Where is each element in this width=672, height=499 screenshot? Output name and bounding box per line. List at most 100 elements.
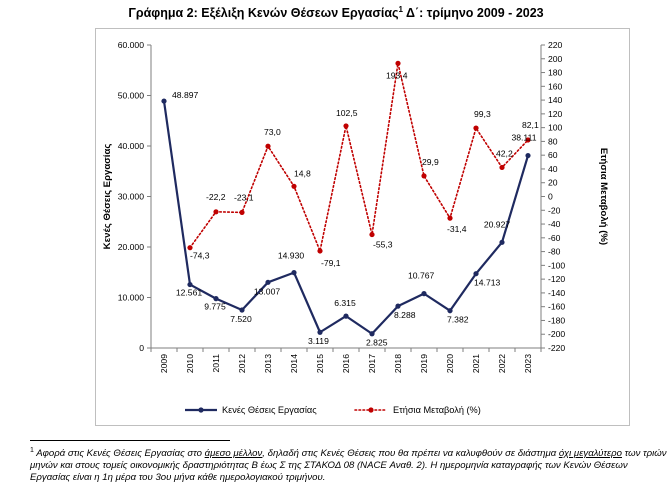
data-label-annual-change: 42,2: [496, 148, 513, 158]
y-tick-label: 60.000: [118, 40, 145, 50]
data-label-annual-change: 29,9: [422, 157, 439, 167]
x-tick-label: 2020: [445, 354, 455, 373]
data-label-vacancies: 2.825: [366, 338, 388, 348]
y-tick-label: 40.000: [118, 141, 145, 151]
y2-tick-label: -160: [548, 302, 565, 312]
chart-area: 0 10.000 20.000 30.000 40.000 50.000 60.000 -22…: [95, 28, 630, 426]
x-tick-label: 2018: [393, 354, 403, 373]
x-tick-label: 2014: [289, 354, 299, 373]
x-tick-label: 2012: [237, 354, 247, 373]
y2-axis-title: Ετήσια Μεταβολή (%): [598, 148, 609, 245]
data-label-vacancies: 20.927: [484, 219, 511, 229]
y2-tick-label: -200: [548, 329, 565, 339]
data-point-annual-change: [265, 143, 271, 149]
legend-label-annual-change: Ετήσια Μεταβολή (%): [393, 405, 481, 415]
y2-tick-label: -180: [548, 315, 565, 325]
data-point-annual-change: [317, 248, 323, 254]
data-label-vacancies: 48.897: [172, 90, 199, 100]
data-label-vacancies: 10.767: [408, 271, 435, 281]
y2-tick-label: -20: [548, 205, 561, 215]
data-point-annual-change: [395, 60, 401, 66]
data-point-vacancies: [473, 271, 479, 277]
data-label-vacancies: 38.111: [511, 133, 536, 143]
data-label-vacancies: 3.119: [308, 336, 329, 346]
footnote-marker: 1: [30, 447, 34, 454]
data-label-annual-change: -55,3: [373, 240, 393, 250]
x-tick-label: 2013: [263, 354, 273, 373]
x-tick-label: 2021: [471, 354, 481, 373]
footnote-part3: των τριών μηνών και στους τομείς οικονομ…: [30, 448, 667, 484]
data-point-annual-change: [421, 173, 427, 179]
data-label-vacancies: 13.007: [254, 286, 281, 296]
data-point-vacancies: [265, 279, 271, 285]
x-tick-label: 2022: [497, 354, 507, 373]
y2-tick-label: -140: [548, 288, 565, 298]
data-label-vacancies: 8.288: [394, 310, 416, 320]
data-point-vacancies: [213, 296, 219, 302]
data-label-vacancies: 14.930: [278, 251, 305, 261]
data-point-vacancies: [499, 239, 505, 245]
x-tick-label: 2019: [419, 354, 429, 373]
data-point-annual-change: [369, 231, 375, 238]
data-label-annual-change: 73,0: [264, 127, 281, 137]
data-label-annual-change: 193,4: [386, 70, 408, 80]
legend-label-vacancies: Κενές Θέσεις Εργασίας: [222, 405, 317, 415]
footnote-divider: [30, 440, 230, 441]
data-label-annual-change: -74,3: [190, 251, 210, 261]
legend-marker-annual-change: [368, 407, 374, 413]
data-label-annual-change: -22,2: [206, 192, 226, 202]
data-point-vacancies: [369, 331, 375, 337]
y-tick-label: 0: [139, 343, 144, 353]
data-point-vacancies: [291, 270, 297, 276]
footnote-underline-1: άμεσο μέλλον: [204, 448, 263, 460]
y-tick-label: 10.000: [118, 293, 145, 303]
x-tick-label: 2011: [211, 354, 221, 373]
y2-tick-label: 180: [548, 68, 563, 78]
y2-tick-label: 20: [548, 178, 558, 188]
title-text-before: Γράφημα 2: Εξέλιξη Κενών Θέσεων Εργασίας: [128, 6, 399, 21]
data-label-annual-change: -23,1: [234, 192, 254, 202]
data-point-vacancies: [395, 303, 401, 309]
data-label-vacancies: 6.315: [334, 298, 356, 308]
data-label-annual-change: 99,3: [474, 109, 491, 119]
data-point-vacancies: [239, 307, 245, 313]
y2-tick-label: 140: [548, 95, 563, 105]
series-line-annual-change: [189, 63, 529, 254]
data-label-annual-change: -79,1: [321, 258, 341, 268]
y2-tick-label: 120: [548, 109, 563, 119]
y2-tick-label: -40: [548, 219, 561, 229]
y-tick-label: 30.000: [118, 192, 145, 202]
data-point-annual-change: [447, 215, 453, 221]
footnote-underline-2: όχι μεγαλύτερο: [558, 448, 622, 460]
chart-title: Γράφημα 2: Εξέλιξη Κενών Θέσεων Εργασίας…: [0, 5, 672, 20]
x-tick-label: 2010: [185, 354, 195, 373]
data-label-annual-change: 102,5: [336, 108, 358, 118]
data-point-annual-change: [343, 123, 349, 129]
y2-tick-label: 100: [548, 123, 563, 133]
data-point-annual-change: [187, 245, 193, 251]
data-point-vacancies: [525, 152, 531, 159]
y2-tick-label: 40: [548, 164, 558, 174]
data-point-vacancies: [187, 281, 193, 288]
y2-tick-label: -80: [548, 247, 561, 257]
data-point-vacancies: [447, 308, 453, 314]
footnote: 1 Αφορά στις Κενές Θέσεις Εργασίας στο ά…: [30, 445, 670, 484]
y2-tick-label: -100: [548, 260, 565, 270]
data-point-vacancies: [161, 98, 167, 104]
y2-tick-label: 220: [548, 40, 563, 50]
y2-tick-label: 60: [548, 150, 558, 160]
y2-tick-label: -60: [548, 233, 561, 243]
data-point-annual-change: [525, 137, 531, 143]
data-label-annual-change: 14,8: [294, 168, 311, 178]
data-label-annual-change: -31,4: [447, 224, 467, 234]
data-label-annual-change: 82,1: [522, 120, 539, 130]
data-label-vacancies: 9.775: [204, 302, 226, 312]
data-point-annual-change: [291, 183, 297, 189]
y2-tick-label: 0: [548, 192, 553, 202]
data-point-vacancies: [343, 313, 349, 319]
footnote-part2: , δηλαδή στις Κενές Θέσεις που θα πρέπει…: [262, 448, 559, 460]
data-label-vacancies: 7.520: [230, 314, 252, 324]
data-label-vacancies: 7.382: [447, 315, 469, 325]
x-tick-label: 2017: [367, 354, 377, 373]
data-point-annual-change: [239, 209, 245, 216]
